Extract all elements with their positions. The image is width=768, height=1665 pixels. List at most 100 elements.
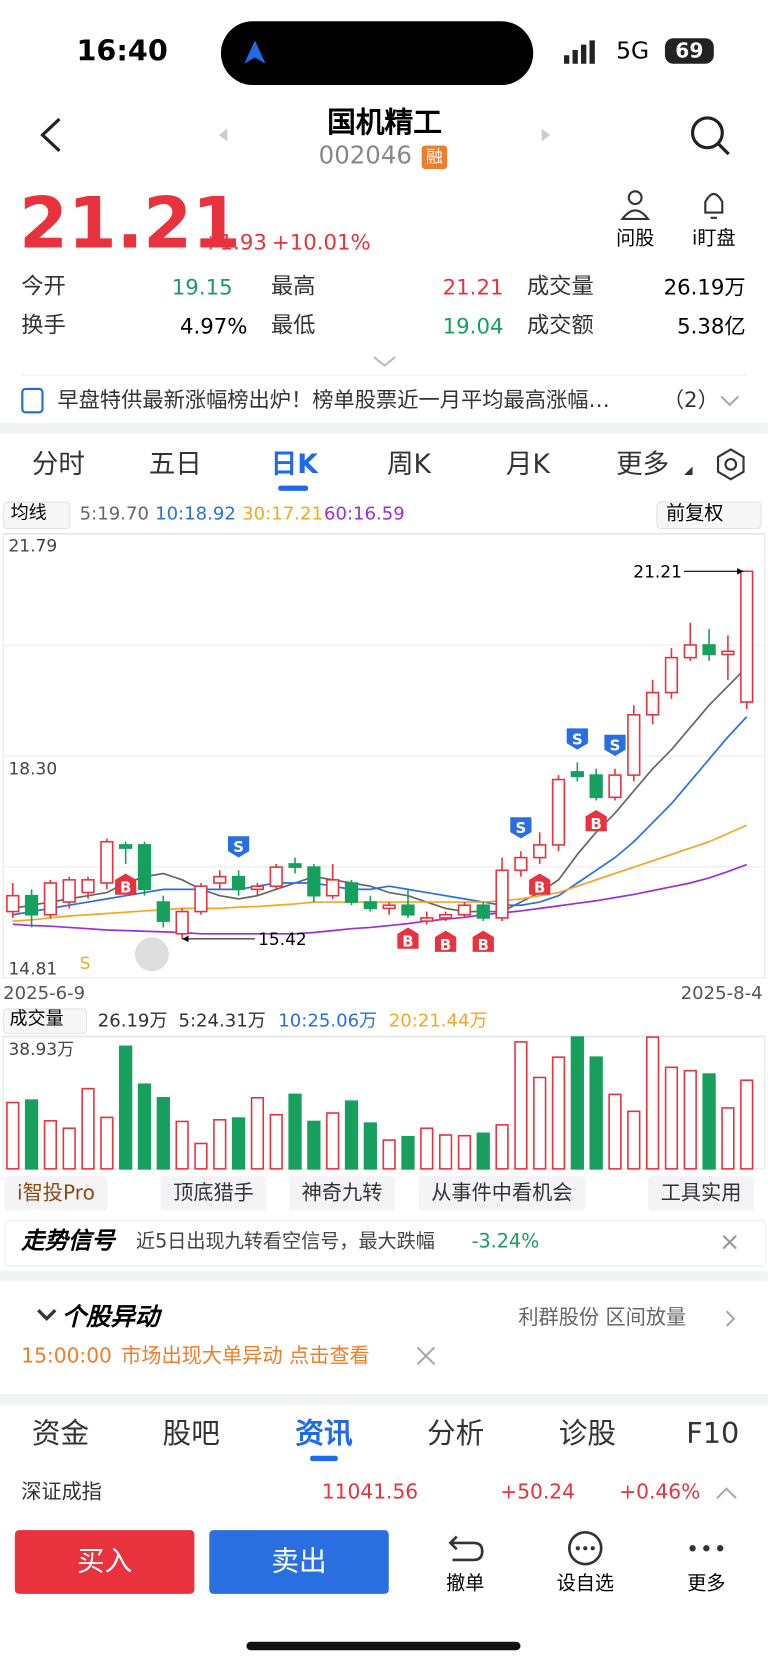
- chart-tab[interactable]: 日K: [270, 448, 318, 480]
- trade-mark: S: [516, 819, 527, 837]
- volume-bar: [24, 1099, 39, 1170]
- end-date: 2025-8-4: [680, 982, 763, 1005]
- volume-bar: [495, 1124, 509, 1170]
- buy-button[interactable]: 买入: [14, 1530, 195, 1594]
- stat-label: 成交额: [526, 312, 594, 338]
- volume-bar: [589, 1056, 603, 1170]
- bottom-tab[interactable]: 分析: [427, 1417, 485, 1451]
- next-stock[interactable]: [541, 128, 551, 142]
- watchlist-icon[interactable]: [568, 1530, 603, 1566]
- y-tick-label: 14.81: [8, 958, 58, 979]
- candle-body: [156, 901, 170, 922]
- action[interactable]: 问股: [616, 227, 655, 250]
- close-signal[interactable]: [722, 1235, 737, 1250]
- y-tick-label: 21.79: [8, 535, 58, 556]
- ma-button[interactable]: [3, 501, 71, 530]
- watch-icon[interactable]: [704, 192, 724, 219]
- anomaly-related[interactable]: 利群股份 区间放量: [518, 1305, 687, 1330]
- bottom-tab[interactable]: F10: [686, 1417, 740, 1451]
- candle-body: [645, 691, 660, 716]
- signal-text: 近5日出现九转看空信号，最大跌幅: [135, 1230, 435, 1253]
- candle-body: [100, 840, 114, 884]
- tool-pill[interactable]: 从事件中看机会: [418, 1176, 586, 1211]
- expand[interactable]: [373, 356, 396, 367]
- chart-tab[interactable]: 周K: [386, 448, 431, 480]
- tool-label[interactable]: 撤单: [446, 1572, 485, 1595]
- tool-label[interactable]: 设自选: [556, 1572, 614, 1595]
- chart-tab[interactable]: 分时: [31, 448, 85, 480]
- index-expand[interactable]: [716, 1487, 737, 1500]
- volume-legend: 20:21.44万: [388, 1010, 488, 1032]
- candle-body: [664, 656, 679, 694]
- news-more[interactable]: [720, 395, 739, 407]
- ma-legend: 30:17.21: [242, 503, 323, 525]
- tool-pill[interactable]: i智投Pro: [4, 1176, 108, 1211]
- more-icon[interactable]: [689, 1545, 724, 1552]
- volume-bar: [570, 1036, 584, 1170]
- tool-pill[interactable]: 神奇九转: [288, 1176, 396, 1211]
- news-text[interactable]: 早盘特供最新涨幅榜出炉！榜单股票近一月平均最高涨幅…: [57, 386, 610, 413]
- stock-name: 国机精工: [327, 106, 442, 140]
- low-label: 15.42: [258, 930, 307, 950]
- prev-stock[interactable]: [218, 128, 228, 142]
- close-anomaly[interactable]: [416, 1346, 436, 1366]
- change-pct: +10.01%: [271, 229, 371, 256]
- trade-mark: S: [610, 737, 621, 755]
- candle-body: [627, 713, 641, 776]
- corner-mark: S: [79, 953, 91, 974]
- bottom-tab[interactable]: 资讯: [295, 1417, 353, 1451]
- high-label: 21.21: [633, 563, 682, 583]
- candle-body: [401, 904, 415, 916]
- bottom-tab[interactable]: 资金: [31, 1417, 90, 1451]
- back-button[interactable]: [40, 117, 61, 153]
- bottom-tab[interactable]: 股吧: [162, 1417, 220, 1451]
- trade-mark: S: [572, 730, 583, 748]
- volume-bar: [382, 1139, 396, 1170]
- chart-tab[interactable]: 更多: [616, 448, 670, 480]
- candle-body: [81, 879, 95, 894]
- battery: 69: [664, 38, 714, 64]
- ask-icon[interactable]: [620, 190, 651, 220]
- tool-label[interactable]: 更多: [687, 1572, 726, 1595]
- candle-body: [438, 913, 453, 919]
- location-icon: [244, 40, 266, 64]
- volume-bar: [627, 1110, 641, 1170]
- volume-bar: [62, 1127, 76, 1170]
- volume-bar: [683, 1069, 697, 1170]
- trade-mark-bg: [510, 817, 532, 839]
- candle-body: [307, 866, 321, 897]
- volume-bar: [721, 1107, 735, 1170]
- signal-value: -3.24%: [471, 1230, 540, 1253]
- news-count: （2）: [662, 386, 719, 413]
- undo-icon[interactable]: [448, 1535, 484, 1562]
- trade-mark-bg: [566, 728, 588, 750]
- chart-tab[interactable]: 五日: [148, 448, 202, 480]
- settings-icon[interactable]: [716, 448, 745, 481]
- draw-tool[interactable]: [134, 937, 169, 972]
- volume-button[interactable]: [3, 1008, 88, 1034]
- signal-card[interactable]: [4, 1219, 766, 1267]
- search-icon[interactable]: [690, 116, 730, 156]
- tool-pill[interactable]: 工具实用: [647, 1176, 755, 1211]
- volume-bar: [457, 1134, 472, 1170]
- candle-body: [608, 774, 622, 799]
- volume-bar: [514, 1041, 528, 1170]
- action[interactable]: i盯盘: [692, 227, 736, 250]
- stat-label: 换手: [21, 312, 66, 338]
- volume-bar: [250, 1096, 265, 1170]
- volume-tick: 38.93万: [8, 1039, 75, 1060]
- trade-mark-bg: [529, 873, 551, 895]
- adjust-label: 前复权: [665, 502, 724, 525]
- anomaly-text[interactable]: 市场出现大单异动 点击查看: [121, 1344, 370, 1368]
- tab-indicator: [310, 1455, 338, 1462]
- volume-bar: [81, 1087, 95, 1170]
- collapse[interactable]: [37, 1309, 57, 1321]
- signal-icon: [564, 40, 595, 64]
- tool-pill[interactable]: 顶底猎手: [160, 1176, 267, 1211]
- related-more[interactable]: [725, 1310, 736, 1327]
- ma-legend: 5:19.70: [79, 503, 149, 525]
- chart-tab[interactable]: 月K: [505, 448, 550, 480]
- bottom-tab[interactable]: 诊股: [558, 1417, 617, 1451]
- sell-button[interactable]: 卖出: [209, 1530, 389, 1594]
- adjust-button[interactable]: [656, 501, 762, 530]
